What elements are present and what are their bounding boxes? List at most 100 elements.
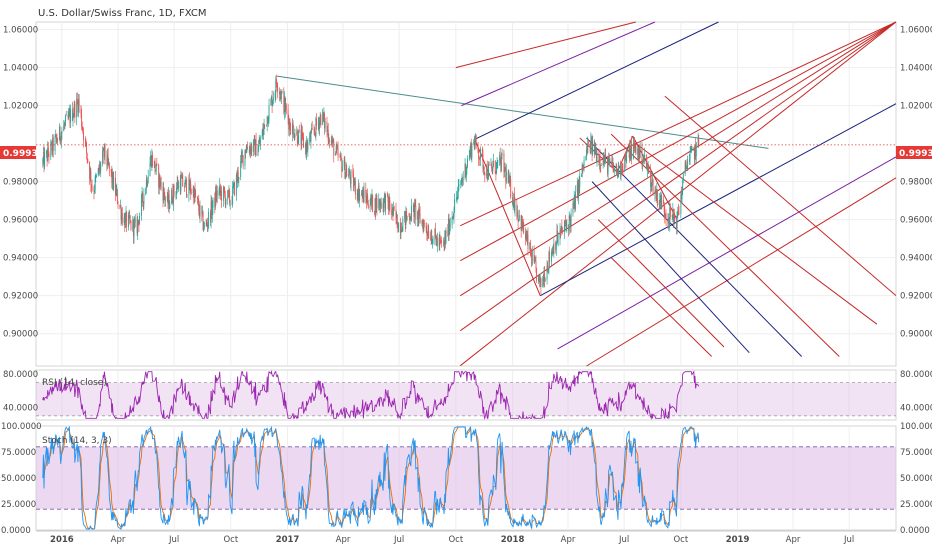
candle-body	[466, 166, 468, 170]
candle-body	[130, 220, 132, 230]
candle-body	[681, 190, 683, 200]
candle-body	[695, 145, 697, 157]
candle-body	[207, 223, 209, 227]
candle-body	[486, 167, 488, 176]
candle-body	[74, 103, 76, 118]
candle-body	[686, 165, 688, 171]
candle-body	[266, 124, 268, 126]
price-tag-left-bg	[0, 146, 36, 159]
candle-body	[496, 162, 497, 174]
candle-body	[86, 152, 88, 160]
candle-body	[574, 196, 576, 210]
candle-body	[497, 160, 499, 163]
candle-body	[46, 151, 47, 154]
candle-body	[520, 215, 522, 231]
candle-body	[556, 230, 558, 244]
candle-body	[83, 131, 84, 141]
candle-body	[573, 196, 575, 206]
candle-body	[248, 149, 250, 153]
candle-body	[279, 91, 280, 94]
candle-body	[425, 223, 427, 231]
y-tick-right: 0.94000	[900, 254, 932, 264]
candle-body	[307, 142, 309, 150]
candle-body	[136, 219, 138, 234]
fork-parallel	[459, 21, 897, 367]
candle-body	[52, 137, 54, 151]
candle-body	[303, 136, 305, 148]
candle-body	[216, 190, 218, 201]
candle-body	[108, 162, 110, 164]
candle-body	[149, 163, 151, 177]
candle-body	[232, 186, 234, 204]
candle-body	[42, 152, 44, 160]
stoch-y-tick-left: 0.0000	[1, 526, 31, 536]
stoch-y-tick-left: 75.0000	[1, 448, 36, 458]
candle-body	[55, 134, 57, 137]
y-tick-right: 1.04000	[900, 64, 932, 74]
candle-body	[525, 233, 526, 240]
candle-body	[430, 238, 432, 240]
candle-body	[599, 155, 600, 163]
candle-body	[418, 208, 420, 219]
candle-body	[87, 159, 89, 163]
candle-body	[380, 200, 382, 209]
candle-body	[176, 187, 178, 195]
candle-body	[43, 152, 45, 167]
stoch-band	[36, 446, 896, 510]
candle-body	[628, 146, 630, 152]
x-tick-label: 2018	[501, 535, 525, 545]
x-tick-label: Jul	[618, 535, 629, 545]
candle-body	[134, 219, 136, 223]
candle-body	[393, 206, 395, 210]
candle-body	[283, 97, 285, 113]
candle-body	[689, 152, 691, 159]
stoch-label: Stoch (14, 3, 3)	[42, 436, 112, 446]
candle-body	[605, 154, 607, 157]
candle-body	[288, 119, 290, 130]
candle-body	[589, 143, 591, 153]
candle-body	[423, 222, 425, 232]
candle-body	[461, 178, 463, 183]
candle-body	[401, 228, 403, 232]
y-tick-right: 1.06000	[900, 26, 932, 36]
candle-body	[103, 149, 105, 157]
candle-body	[645, 154, 647, 164]
candle-body	[570, 213, 572, 227]
candle-body	[447, 218, 449, 236]
candle-body	[241, 155, 243, 157]
candle-body	[240, 155, 242, 162]
candle-body	[608, 157, 610, 162]
candle-body	[147, 176, 149, 183]
candle-body	[110, 169, 112, 173]
candle-body	[517, 211, 519, 221]
candle-body	[333, 141, 335, 156]
candle-body	[552, 247, 554, 254]
candle-body	[253, 139, 255, 141]
candle-body	[120, 206, 121, 208]
candle-body	[422, 221, 423, 224]
candle-body	[392, 207, 394, 215]
stoch-y-tick-left: 25.0000	[1, 500, 36, 510]
y-tick-left: 1.06000	[3, 26, 38, 36]
candle-body	[401, 231, 403, 232]
candle-body	[322, 112, 324, 125]
candle-body	[242, 155, 243, 157]
candle-body	[73, 103, 75, 115]
candle-body	[544, 273, 546, 282]
candle-body	[54, 136, 56, 151]
candle-body	[621, 165, 623, 170]
candle-body	[155, 163, 157, 172]
pane-frame	[35, 369, 897, 421]
candle-body	[626, 150, 628, 161]
candle-body	[247, 146, 248, 150]
candle-body	[549, 252, 550, 262]
candle-body	[116, 189, 118, 191]
candle-body	[279, 93, 281, 94]
candle-body	[509, 175, 510, 183]
candle-body	[553, 242, 555, 255]
candle-body	[501, 153, 503, 156]
candle-body	[227, 190, 229, 193]
candle-body	[404, 211, 406, 225]
candle-body	[111, 172, 113, 183]
